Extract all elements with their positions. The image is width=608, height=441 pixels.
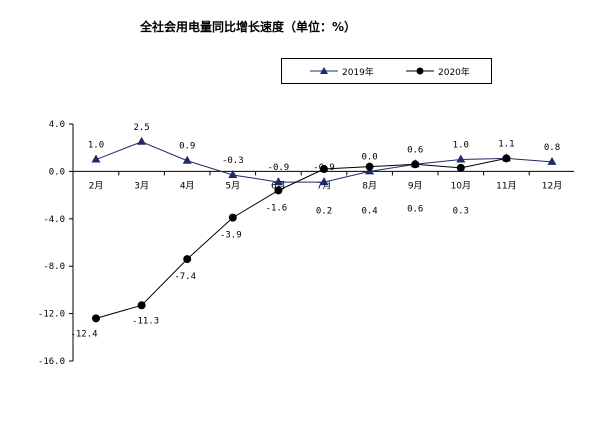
data-label: 1.0 [453, 141, 469, 151]
x-tick-label: 10月 [451, 180, 471, 191]
data-label: 1.1 [498, 139, 514, 149]
data-point [502, 154, 511, 163]
data-point [273, 177, 283, 186]
y-tick-label: 4.0 [49, 120, 65, 130]
data-point [137, 136, 147, 145]
data-label: -11.3 [132, 316, 159, 326]
data-label: 0.0 [361, 152, 377, 162]
chart-title: 全社会用电量同比增长速度（单位：%） [140, 20, 357, 34]
series-line-1 [95, 157, 507, 319]
data-point [183, 255, 192, 264]
x-tick-label: 3月 [134, 180, 149, 191]
x-tick-label: 6月 [271, 180, 286, 191]
data-point [411, 160, 420, 169]
legend-symbol-2020 [406, 67, 434, 75]
x-tick-label: 9月 [408, 180, 423, 191]
data-label: 0.6 [407, 204, 423, 214]
legend-label-2019: 2019年 [342, 68, 374, 78]
legend-item-2020: 2020年 [406, 59, 486, 83]
legend-item-2019: 2019年 [310, 59, 390, 83]
x-tick-label: 8月 [362, 180, 377, 191]
data-point [274, 186, 283, 195]
y-tick-label: -12.0 [38, 310, 65, 320]
data-point [320, 165, 328, 174]
data-label: 1.0 [88, 141, 104, 151]
data-point [182, 155, 192, 164]
data-label: -12.4 [70, 329, 97, 339]
data-label: 0.4 [361, 206, 377, 216]
data-label: 0.9 [179, 142, 195, 152]
data-label: -0.9 [268, 163, 290, 173]
data-point [92, 314, 100, 323]
data-point [456, 154, 466, 163]
y-tick-label: -8.0 [43, 262, 65, 272]
x-tick-label: 11月 [496, 180, 516, 191]
data-label: 0.3 [453, 206, 469, 216]
data-label: 2.5 [133, 123, 149, 133]
data-label: 0.2 [316, 206, 332, 216]
data-label: -1.6 [266, 203, 288, 213]
data-point [228, 169, 238, 178]
x-tick-label: 12月 [542, 180, 562, 191]
data-point [547, 156, 557, 165]
legend-label-2020: 2020年 [438, 68, 470, 78]
legend-symbol-2019 [310, 67, 338, 74]
data-label: -3.9 [220, 231, 242, 241]
data-point [319, 177, 329, 186]
data-label: 0.6 [407, 145, 423, 155]
data-label: 0.8 [544, 143, 560, 153]
series-line-0 [95, 141, 553, 183]
data-point [365, 162, 374, 171]
x-tick-label: 7月 [317, 180, 332, 191]
data-point [456, 163, 465, 172]
x-tick-label: 4月 [180, 180, 195, 191]
y-tick-label: -4.0 [43, 215, 65, 225]
y-tick-label: -16.0 [38, 357, 65, 367]
legend: 2019年 2020年 [281, 58, 492, 84]
y-tick-label: 0.0 [49, 167, 65, 177]
data-point [228, 213, 237, 222]
data-label: -7.4 [174, 272, 196, 282]
x-tick-label: 5月 [225, 180, 240, 191]
data-point [137, 301, 146, 310]
x-tick-label: 2月 [89, 180, 104, 191]
data-label: -0.3 [222, 156, 244, 166]
data-point [91, 154, 101, 163]
